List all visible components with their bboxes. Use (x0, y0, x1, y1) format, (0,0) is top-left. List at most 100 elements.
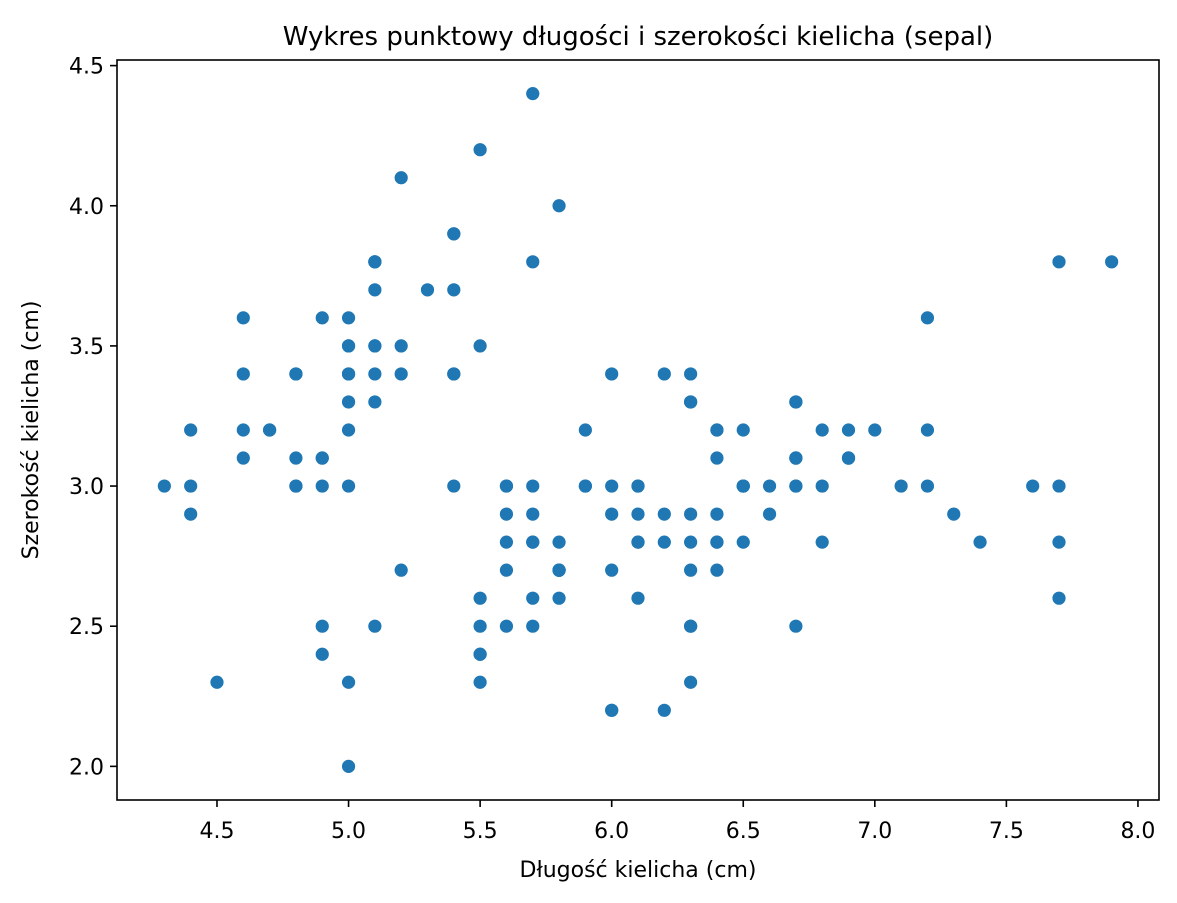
data-point (552, 199, 566, 213)
x-axis-ticks: 4.5 5.0 5.5 6.0 6.5 7.0 7.5 8.0 (199, 800, 1155, 844)
data-point (920, 423, 935, 437)
data-point (736, 535, 750, 549)
data-point (1052, 479, 1066, 493)
data-point (526, 255, 540, 269)
data-point (341, 367, 356, 381)
data-point (578, 479, 592, 493)
x-tick-label: 5.5 (463, 819, 498, 844)
data-point (184, 507, 198, 521)
data-point (263, 423, 277, 437)
data-point (473, 675, 487, 689)
chart-title: Wykres punktowy długości i szerokości ki… (283, 22, 994, 52)
data-point (684, 395, 698, 409)
data-point (289, 451, 303, 465)
data-point (710, 507, 724, 521)
data-point (552, 535, 566, 549)
x-tick-label: 4.5 (199, 819, 234, 844)
data-point (710, 451, 724, 465)
data-point (447, 479, 461, 493)
data-point (736, 423, 750, 437)
data-point (605, 703, 619, 717)
data-point (841, 451, 856, 465)
data-point (684, 507, 698, 521)
x-tick-label: 7.5 (989, 819, 1024, 844)
data-point (526, 507, 540, 521)
data-point (1026, 479, 1040, 493)
data-point (341, 479, 356, 493)
data-point (499, 507, 514, 521)
data-point (605, 507, 619, 521)
data-point (236, 451, 250, 465)
data-point (341, 423, 356, 437)
data-point (631, 535, 645, 549)
y-axis-ticks: 2.0 2.5 3.0 3.5 4.0 4.5 (69, 55, 117, 780)
x-tick-label: 5.0 (331, 819, 366, 844)
data-point (657, 507, 671, 521)
data-point (236, 367, 250, 381)
data-point (341, 311, 356, 325)
data-point (447, 227, 461, 241)
x-axis-label: Długość kielicha (cm) (520, 858, 757, 883)
data-point (657, 535, 671, 549)
data-point (447, 283, 461, 297)
data-point (710, 535, 724, 549)
data-point (815, 423, 829, 437)
y-tick-label: 4.0 (69, 195, 104, 220)
x-tick-label: 7.0 (857, 819, 892, 844)
data-point (631, 507, 645, 521)
data-point (394, 367, 408, 381)
data-point (552, 591, 566, 605)
data-point (341, 675, 356, 689)
plot-area: 4.5 5.0 5.5 6.0 6.5 7.0 7.5 8.0 2.0 2.5 3.0 3.5 4.0… (69, 55, 1160, 844)
data-point (1052, 255, 1066, 269)
data-point (368, 255, 382, 269)
y-tick-label: 4.5 (69, 55, 104, 80)
data-point (789, 451, 803, 465)
data-point (315, 479, 329, 493)
data-point (368, 339, 382, 353)
y-tick-label: 2.5 (69, 615, 104, 640)
data-point (526, 87, 540, 101)
data-point (184, 423, 198, 437)
data-point (184, 479, 198, 493)
data-point (368, 395, 382, 409)
data-point (605, 563, 619, 577)
data-point (1052, 591, 1066, 605)
data-point (315, 619, 329, 633)
data-point (684, 367, 698, 381)
data-point (420, 283, 435, 297)
y-axis-label: Szerokość kielicha (cm) (19, 301, 44, 560)
data-point (368, 283, 382, 297)
data-point (789, 395, 803, 409)
data-point (526, 479, 540, 493)
data-point (499, 619, 514, 633)
data-point (947, 507, 961, 521)
data-point (499, 535, 514, 549)
data-point (552, 563, 566, 577)
data-point (684, 535, 698, 549)
data-point (315, 647, 329, 661)
data-point (920, 311, 935, 325)
data-point (236, 423, 250, 437)
data-point (657, 367, 671, 381)
data-point (341, 339, 356, 353)
data-point (499, 479, 514, 493)
data-point (394, 563, 408, 577)
data-point (684, 563, 698, 577)
data-point (447, 367, 461, 381)
data-point (526, 619, 540, 633)
data-point (920, 479, 935, 493)
data-point (289, 479, 303, 493)
data-point (1105, 255, 1119, 269)
data-point (394, 171, 408, 185)
data-point (526, 591, 540, 605)
data-point (815, 479, 829, 493)
data-point (684, 675, 698, 689)
plot-frame (116, 59, 1160, 801)
data-point (368, 619, 382, 633)
data-point (210, 675, 224, 689)
data-point (894, 479, 908, 493)
data-point (341, 395, 356, 409)
data-point (236, 311, 250, 325)
data-point (710, 423, 724, 437)
